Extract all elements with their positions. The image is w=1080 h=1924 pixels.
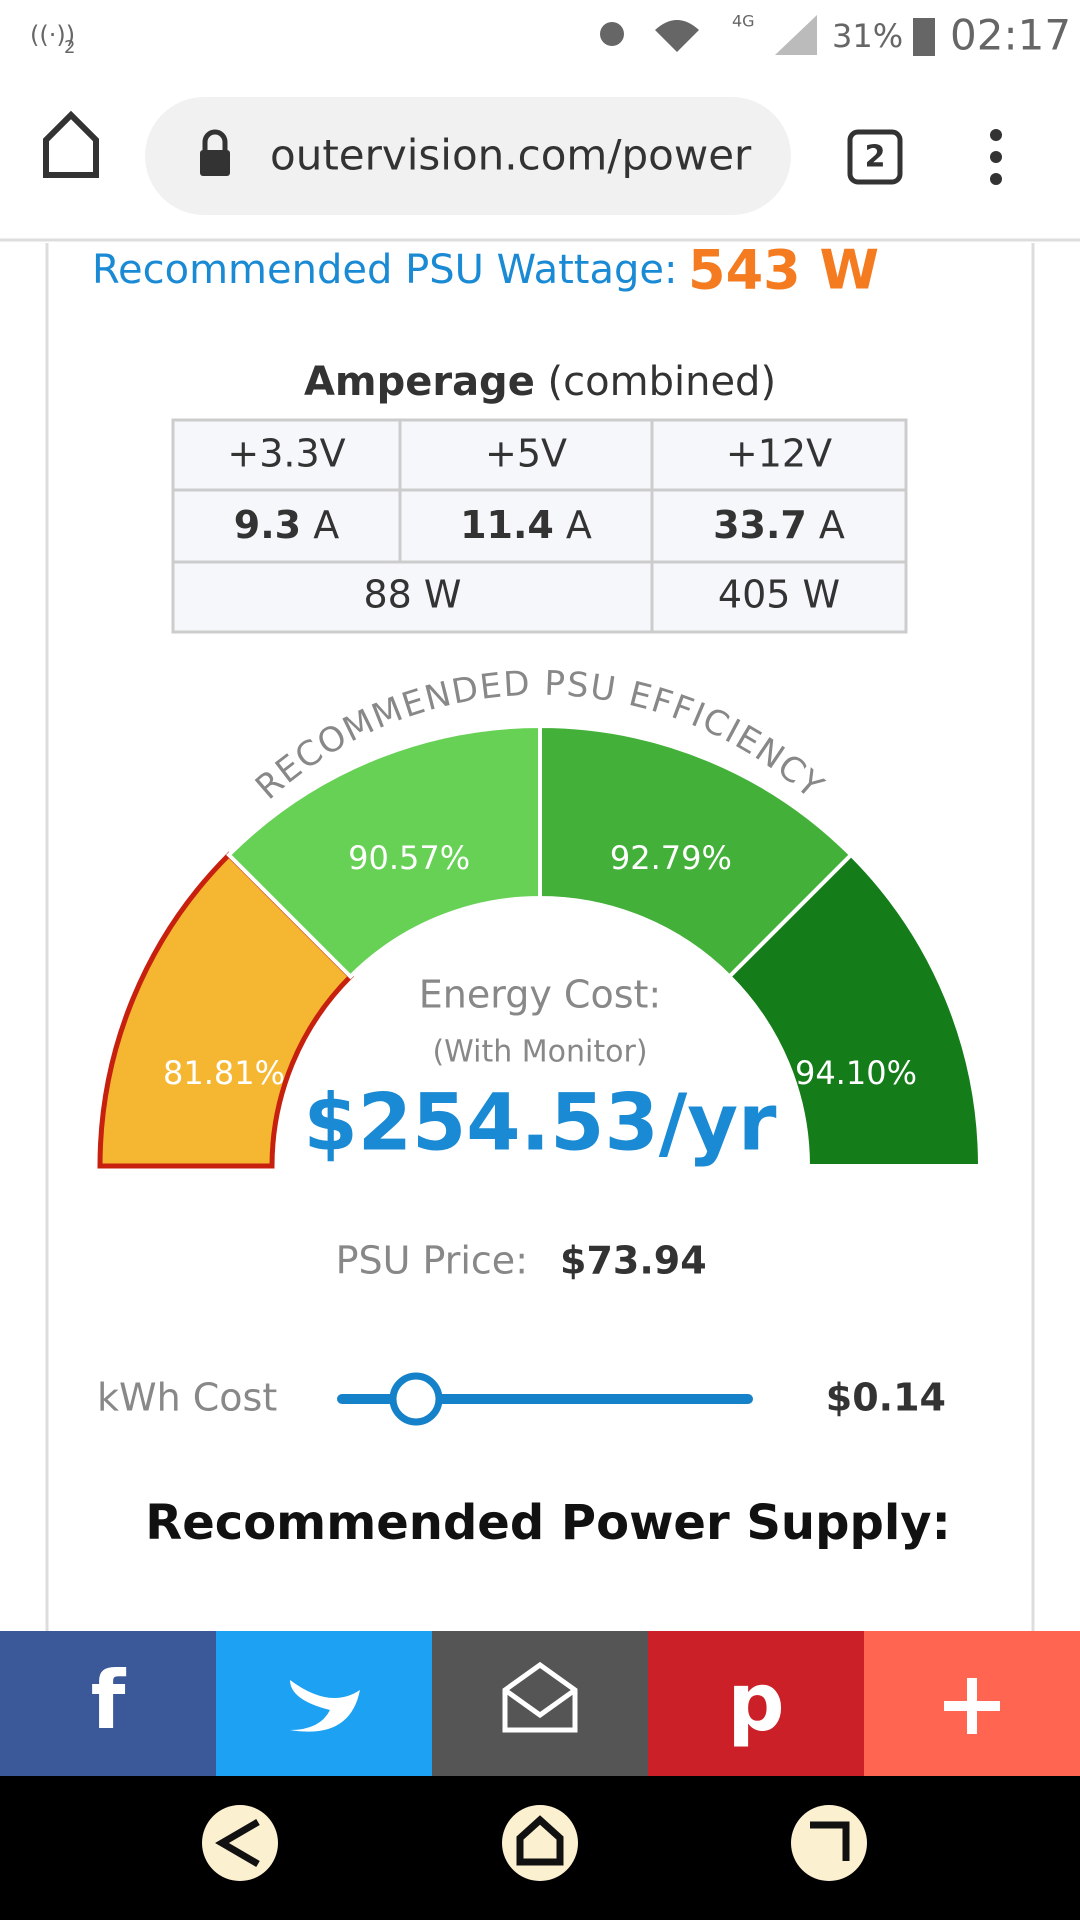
rail-header: +3.3V [227,432,345,476]
email-icon [502,1661,578,1733]
sim-label: 2 [64,37,75,58]
facebook-icon: f [91,1654,127,1747]
menu-dot[interactable] [990,129,1002,141]
gauge-segment-label: 92.79% [610,839,732,877]
amperage-heading: Amperage (combined) [304,359,776,405]
back-icon [215,1818,260,1868]
menu-dot[interactable] [990,173,1002,185]
battery-label: 31% [832,17,903,55]
rail-watts: 88 W [363,573,461,617]
status-bar [0,0,1080,75]
gauge-segment-label: 90.57% [348,839,470,877]
tab-count[interactable]: 2 [865,140,886,175]
pinterest-icon: p [727,1656,784,1749]
price-label: PSU Price: [336,1239,528,1283]
kwh-label: kWh Cost [97,1376,277,1420]
tabs-button[interactable] [847,129,903,185]
rail-amps: 33.7 A [713,503,845,547]
kwh-slider-knob[interactable] [389,1372,443,1426]
address-bar[interactable] [145,97,791,215]
amperage-subtitle: (combined) [548,359,777,405]
gauge-segment [726,852,983,1168]
efficiency-gauge: 81.81% 90.57% 92.79% 94.10% [97,723,983,1169]
url[interactable]: outervision.com/power [270,131,752,180]
home-button[interactable] [43,110,99,178]
wifi-icon [655,20,699,52]
clock: 02:17 [950,11,1071,60]
amps-unit: A [819,503,845,547]
rail-watts: 405 W [718,573,840,617]
energy-label: Energy Cost: [419,973,661,1017]
battery-icon [913,18,935,56]
price-value: $73.94 [560,1239,707,1283]
home-nav-icon [516,1815,564,1866]
gauge-segment-label: 94.10% [795,1054,917,1092]
recents-button[interactable] [791,1805,867,1881]
rail-header: +12V [726,432,832,476]
cell-icon [775,15,817,55]
amps-unit: A [566,503,592,547]
menu-dot[interactable] [990,151,1002,163]
back-button[interactable] [202,1805,278,1881]
amps-value: 33.7 [713,503,807,547]
wattage-label: Recommended PSU Wattage: [92,247,677,293]
recents-icon [810,1821,850,1861]
rail-header: +5V [485,432,567,476]
signal-icon: ((·)) [30,21,75,49]
pinterest-share[interactable] [648,1631,864,1776]
amperage-title: Amperage [304,359,535,405]
email-share[interactable] [432,1631,648,1776]
kwh-value: $0.14 [826,1376,946,1420]
rail-amps: 9.3 A [234,503,339,547]
twitter-icon [290,1680,360,1732]
lock-icon [200,150,230,176]
plus-icon [944,1678,1000,1734]
card-border [45,243,1035,1631]
wattage-value: 543 W [688,239,879,302]
amps-unit: A [313,503,339,547]
facebook-share[interactable] [0,1631,216,1776]
lock-shackle [202,129,228,150]
amps-value: 11.4 [460,503,554,547]
energy-value: $254.53/yr [303,1078,777,1168]
location-icon [600,22,624,46]
network-label: 4G [732,12,755,31]
table-lines [173,420,906,632]
recommended-heading: Recommended Power Supply: [145,1495,951,1551]
amps-value: 9.3 [234,503,301,547]
gauge-segment-label: 81.81% [163,1054,285,1092]
table-frame [171,418,908,634]
energy-sublabel: (With Monitor) [432,1035,647,1070]
rail-amps: 11.4 A [460,503,592,547]
